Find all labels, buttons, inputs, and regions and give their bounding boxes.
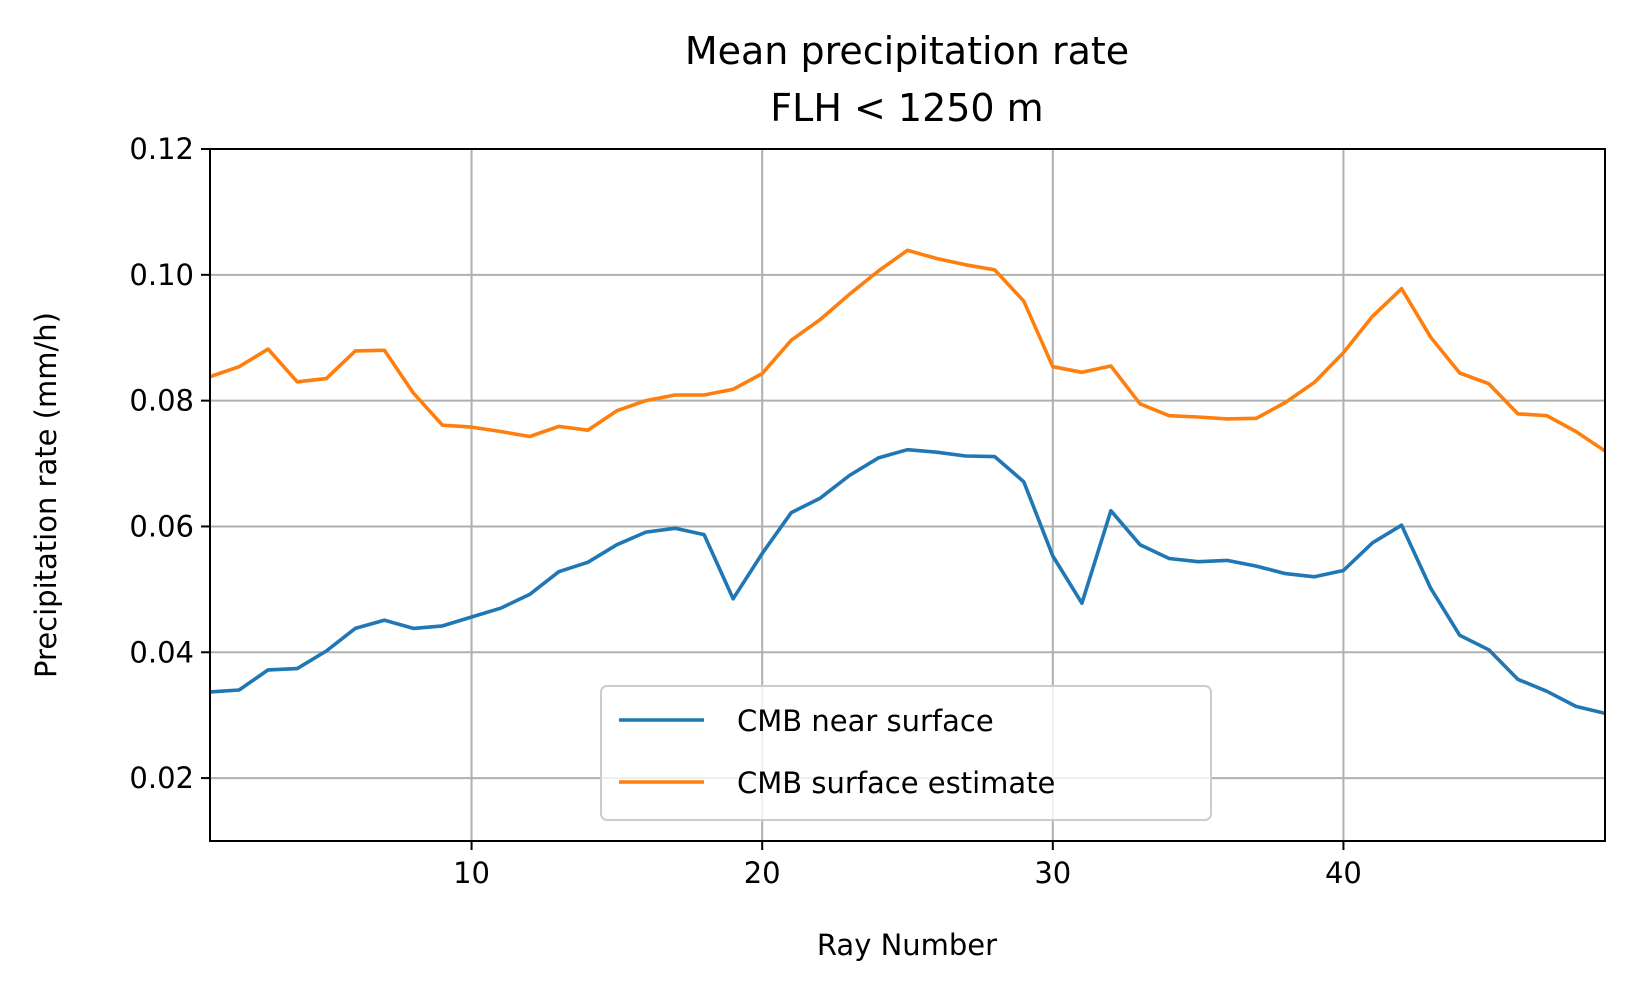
plot-frame (209, 148, 1606, 842)
legend: CMB near surface CMB surface estimate (600, 685, 1212, 821)
y-tick-label: 0.08 (129, 384, 194, 418)
chart-subtitle: FLH < 1250 m (770, 86, 1043, 130)
x-tick-label: 10 (453, 856, 490, 890)
y-tick-label: 0.06 (129, 509, 194, 543)
y-tick-label: 0.12 (129, 132, 194, 166)
series-group (210, 248, 1605, 716)
y-axis-label: Precipitation rate (mm/h) (29, 312, 63, 678)
x-tick-label: 20 (744, 856, 781, 890)
legend-box (600, 685, 1212, 821)
y-tick-label: 0.04 (129, 635, 194, 669)
chart-title: Mean precipitation rate (685, 29, 1129, 73)
legend-label-cmb-near-surface: CMB near surface (737, 704, 994, 738)
y-tick-label: 0.02 (129, 761, 194, 795)
series-line-cmb-surface-estimate (210, 248, 1605, 454)
x-tick-label: 40 (1325, 856, 1362, 890)
x-axis-label: Ray Number (817, 928, 997, 962)
series-line-cmb-near-surface (210, 447, 1605, 716)
legend-label-cmb-surface-estimate: CMB surface estimate (737, 766, 1055, 800)
y-tick-label: 0.10 (129, 258, 194, 292)
axis-ticks: 10 20 30 40 0.02 0.04 0.06 0.08 0.10 0.12 (129, 132, 1361, 890)
x-tick-label: 30 (1034, 856, 1071, 890)
